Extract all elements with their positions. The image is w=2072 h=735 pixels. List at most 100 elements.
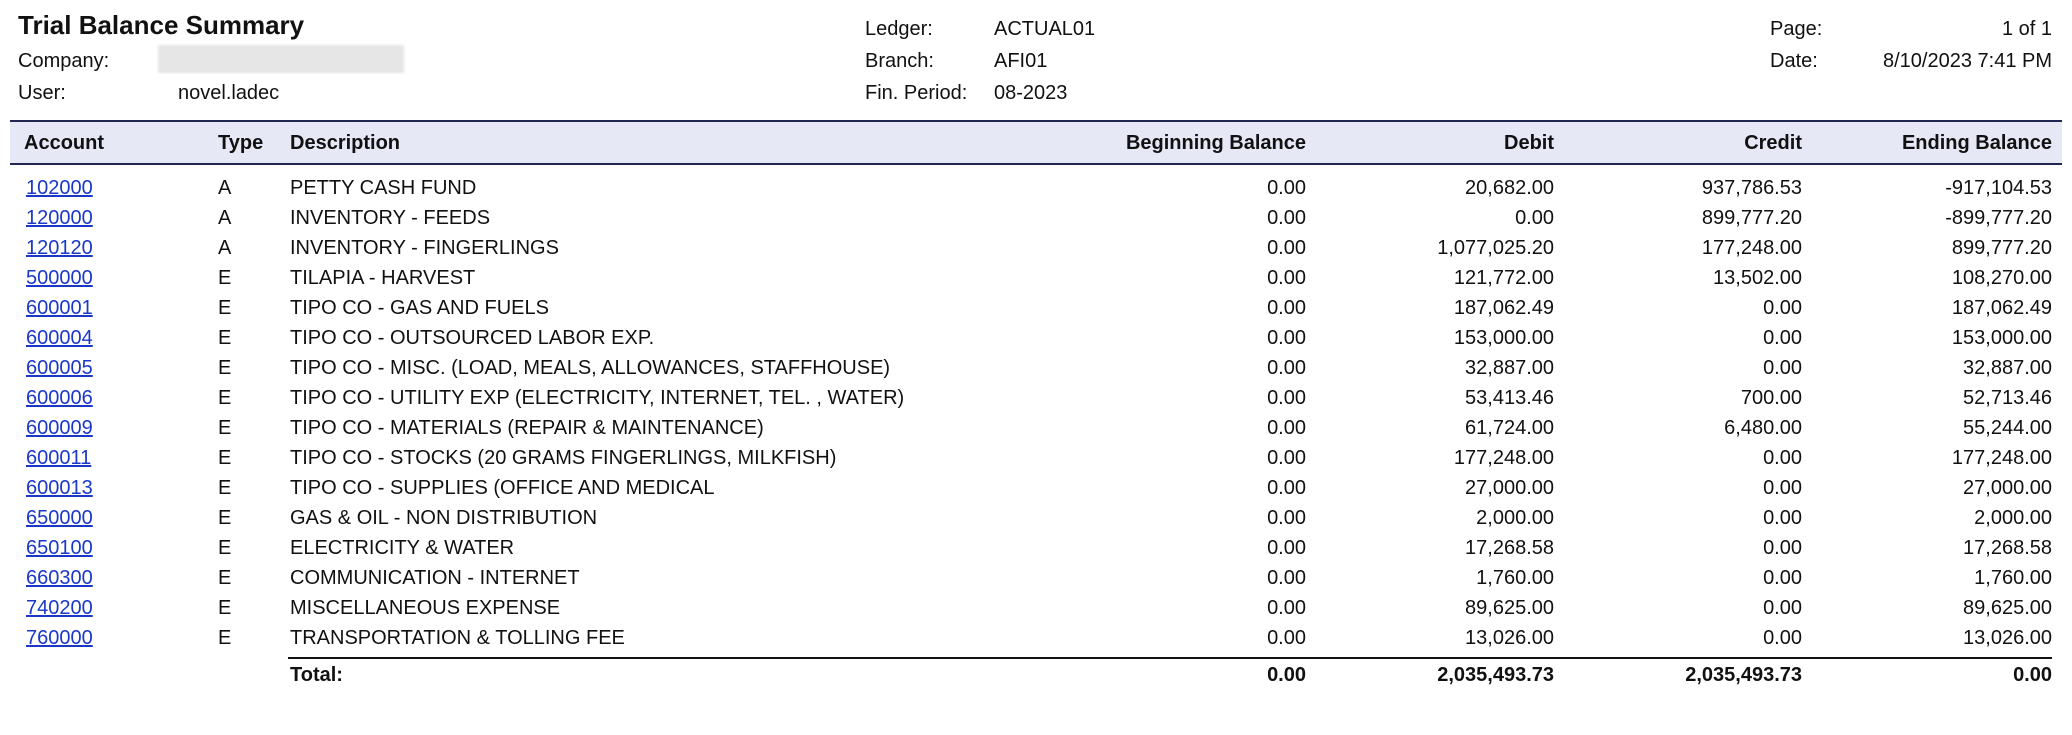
table-row: 600006 E TIPO CO - UTILITY EXP (ELECTRIC… [0, 384, 2072, 414]
account-type: E [218, 417, 232, 439]
credit: 177,248.00 [1701, 237, 1802, 259]
account-link[interactable]: 660300 [26, 567, 93, 589]
beginning-balance: 0.00 [1267, 447, 1306, 469]
ending-balance: 27,000.00 [1963, 477, 2052, 499]
beginning-balance: 0.00 [1267, 507, 1306, 529]
account-link[interactable]: 600004 [26, 327, 93, 349]
account-description: INVENTORY - FEEDS [290, 207, 491, 229]
ending-balance: 187,062.49 [1951, 297, 2052, 319]
account-link[interactable]: 650000 [26, 507, 93, 529]
beginning-balance: 0.00 [1267, 237, 1306, 259]
beginning-balance: 0.00 [1267, 627, 1306, 649]
debit: 2,000.00 [1476, 507, 1554, 529]
account-link[interactable]: 600011 [26, 447, 92, 469]
account-link[interactable]: 120000 [26, 207, 93, 229]
ending-balance: 89,625.00 [1963, 597, 2052, 619]
date-label: Date: [1770, 50, 1818, 72]
credit: 0.00 [1763, 507, 1802, 529]
account-type: A [218, 207, 232, 229]
ending-balance: -899,777.20 [1945, 207, 2052, 229]
account-link[interactable]: 740200 [26, 597, 93, 619]
ending-balance: 108,270.00 [1951, 267, 2052, 289]
ending-balance: 17,268.58 [1963, 537, 2052, 559]
page-label: Page: [1770, 18, 1823, 40]
beginning-balance: 0.00 [1267, 207, 1306, 229]
account-description: INVENTORY - FINGERLINGS [290, 237, 559, 259]
report-title: Trial Balance Summary [18, 10, 305, 40]
beginning-balance: 0.00 [1267, 327, 1306, 349]
credit: 0.00 [1763, 447, 1802, 469]
table-row: 740200 E MISCELLANEOUS EXPENSE 0.00 89,6… [0, 594, 2072, 624]
credit: 0.00 [1763, 327, 1802, 349]
debit: 1,760.00 [1476, 567, 1554, 589]
account-type: A [218, 177, 232, 199]
table-row: 120000 A INVENTORY - FEEDS 0.00 0.00 899… [0, 204, 2072, 234]
ending-balance: 899,777.20 [1951, 237, 2052, 259]
debit: 27,000.00 [1465, 477, 1554, 499]
beginning-balance: 0.00 [1267, 567, 1306, 589]
account-link[interactable]: 600006 [26, 387, 93, 409]
branch-label: Branch: [865, 50, 934, 72]
branch-value: AFI01 [994, 50, 1048, 72]
debit: 13,026.00 [1465, 627, 1554, 649]
account-description: ELECTRICITY & WATER [290, 537, 515, 559]
col-ending-balance: Ending Balance [1901, 132, 2052, 154]
account-link[interactable]: 120120 [26, 237, 93, 259]
table-row: 120120 A INVENTORY - FINGERLINGS 0.00 1,… [0, 234, 2072, 264]
account-link[interactable]: 600005 [26, 357, 93, 379]
account-link[interactable]: 650100 [26, 537, 93, 559]
account-description: GAS & OIL - NON DISTRIBUTION [290, 507, 598, 529]
debit: 177,248.00 [1453, 447, 1554, 469]
account-type: E [218, 297, 232, 319]
credit: 6,480.00 [1724, 417, 1802, 439]
account-link[interactable]: 500000 [26, 267, 93, 289]
ending-balance: 13,026.00 [1963, 627, 2052, 649]
account-link[interactable]: 760000 [26, 627, 93, 649]
total-credit: 2,035,493.73 [1685, 664, 1802, 686]
ledger-label: Ledger: [865, 18, 933, 40]
debit: 1,077,025.20 [1437, 237, 1554, 259]
beginning-balance: 0.00 [1267, 597, 1306, 619]
ending-balance: 177,248.00 [1951, 447, 2052, 469]
account-description: TRANSPORTATION & TOLLING FEE [290, 627, 625, 649]
account-link[interactable]: 600001 [26, 297, 93, 319]
col-debit: Debit [1504, 132, 1554, 154]
user-label: User: [18, 82, 66, 104]
credit: 0.00 [1763, 567, 1802, 589]
total-label: Total: [290, 664, 343, 686]
total-beginning-balance: 0.00 [1267, 664, 1306, 686]
user-value: novel.ladec [178, 82, 280, 104]
account-link[interactable]: 600009 [26, 417, 93, 439]
page-value: 1 of 1 [2001, 18, 2052, 40]
debit: 61,724.00 [1465, 417, 1554, 439]
beginning-balance: 0.00 [1267, 477, 1306, 499]
account-type: E [218, 597, 232, 619]
col-type: Type [218, 132, 264, 154]
account-description: TIPO CO - MISC. (LOAD, MEALS, ALLOWANCES… [290, 357, 891, 379]
table-row: 650100 E ELECTRICITY & WATER 0.00 17,268… [0, 534, 2072, 564]
account-description: MISCELLANEOUS EXPENSE [290, 597, 561, 619]
col-credit: Credit [1744, 132, 1802, 154]
credit: 0.00 [1763, 477, 1802, 499]
credit: 0.00 [1763, 537, 1802, 559]
debit: 187,062.49 [1453, 297, 1554, 319]
beginning-balance: 0.00 [1267, 357, 1306, 379]
ending-balance: 153,000.00 [1951, 327, 2052, 349]
beginning-balance: 0.00 [1267, 537, 1306, 559]
account-link[interactable]: 102000 [26, 177, 93, 199]
credit: 937,786.53 [1701, 177, 1802, 199]
table-row: 102000 A PETTY CASH FUND 0.00 20,682.00 … [0, 174, 2072, 204]
company-label: Company: [18, 50, 110, 72]
total-divider [288, 657, 2052, 659]
account-type: E [218, 537, 232, 559]
table-row: 600009 E TIPO CO - MATERIALS (REPAIR & M… [0, 414, 2072, 444]
col-description: Description [290, 132, 401, 154]
ending-balance: 55,244.00 [1963, 417, 2052, 439]
account-description: TIPO CO - STOCKS (20 GRAMS FINGERLINGS, … [290, 447, 837, 469]
table-row: 500000 E TILAPIA - HARVEST 0.00 121,772.… [0, 264, 2072, 294]
account-type: A [218, 237, 232, 259]
credit: 0.00 [1763, 357, 1802, 379]
beginning-balance: 0.00 [1267, 177, 1306, 199]
account-link[interactable]: 600013 [26, 477, 93, 499]
table-header: Account Type Description Beginning Balan… [10, 120, 2062, 165]
